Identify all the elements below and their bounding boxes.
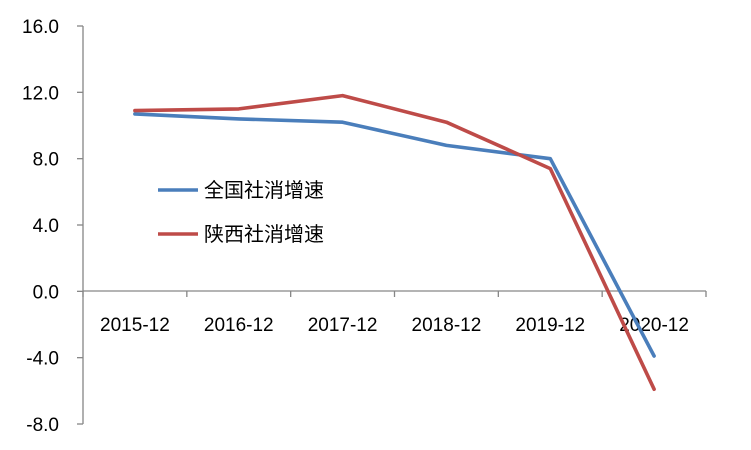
y-tick-label: 4.0 — [33, 216, 59, 237]
y-axis: 16.0 12.0 8.0 4.0 0.0 -4.0 -8.0 — [22, 17, 84, 436]
x-tick-label: 2016-12 — [204, 315, 274, 336]
series-layer — [133, 93, 656, 392]
y-tick-label: -4.0 — [26, 349, 59, 370]
legend-label-2: 陕西社消增速 — [204, 222, 324, 246]
legend-label-1: 全国社消增速 — [204, 178, 324, 202]
y-tick-label: 8.0 — [33, 150, 59, 171]
x-axis: 2015-12 2016-12 2017-12 2018-12 2019-12 2020-… — [82, 290, 707, 336]
x-tick-label: 2019-12 — [515, 315, 585, 336]
y-tick-label: 0.0 — [33, 282, 59, 303]
y-tick-label: -8.0 — [26, 415, 59, 436]
y-tick-label: 12.0 — [22, 83, 59, 104]
x-tick-label: 2015-12 — [100, 315, 170, 336]
y-tick-label: 16.0 — [22, 17, 59, 38]
series-line-1 — [133, 112, 656, 358]
x-tick-label: 2018-12 — [412, 315, 482, 336]
x-tick-label: 2017-12 — [308, 315, 378, 336]
series-line-2 — [133, 93, 656, 392]
x-tick-label: 2020-12 — [619, 315, 689, 336]
